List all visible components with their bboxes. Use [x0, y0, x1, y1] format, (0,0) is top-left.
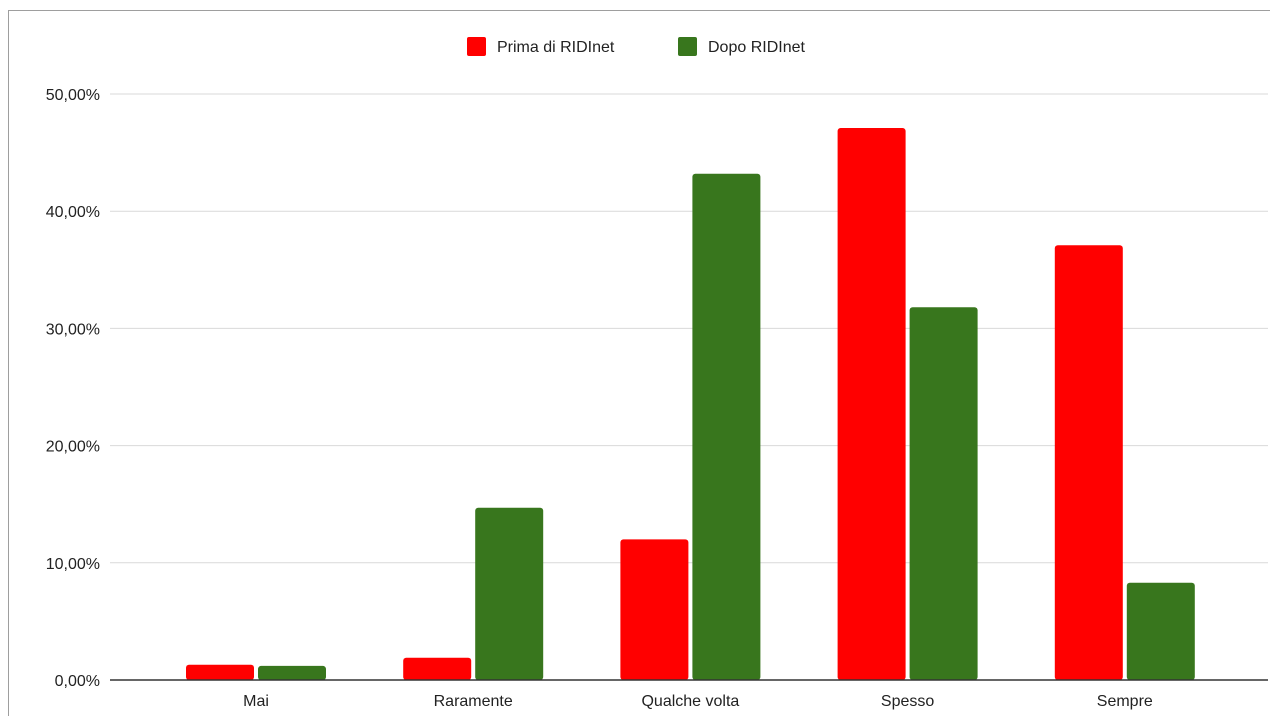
y-tick-label: 40,00% — [46, 204, 100, 221]
y-tick-label: 0,00% — [55, 673, 100, 690]
y-tick-label: 20,00% — [46, 439, 100, 456]
bars — [186, 127, 1195, 681]
y-tick-label: 10,00% — [46, 556, 100, 573]
bar-prima-3[interactable] — [837, 127, 906, 681]
bar-dopo-4[interactable] — [1126, 582, 1195, 680]
bar-prima-0[interactable] — [186, 664, 254, 680]
bar-prima-1[interactable] — [403, 657, 472, 680]
bar-prima-2[interactable] — [620, 539, 689, 680]
bar-dopo-3[interactable] — [909, 307, 978, 680]
legend[interactable]: Prima di RIDInet Dopo RIDInet — [467, 37, 805, 56]
bar-dopo-0[interactable] — [258, 665, 326, 680]
x-category-label: Raramente — [434, 693, 513, 710]
x-category-label: Mai — [243, 693, 269, 710]
bar-dopo-1[interactable] — [475, 507, 544, 680]
legend-label[interactable]: Dopo RIDInet — [708, 39, 805, 56]
x-category-label: Spesso — [881, 693, 934, 710]
x-category-label: Qualche volta — [641, 693, 739, 710]
y-tick-label: 50,00% — [46, 87, 100, 104]
chart-frame — [8, 10, 1270, 716]
bar-dopo-2[interactable] — [692, 173, 761, 681]
x-category-label: Sempre — [1097, 693, 1153, 710]
y-tick-label: 30,00% — [46, 321, 100, 338]
y-axis-ticks: 0,00% 10,00% 20,00% 30,00% 40,00% 50,00% — [46, 87, 100, 690]
x-axis-categories: Mai Raramente Qualche volta Spesso Sempre — [243, 693, 1153, 710]
legend-swatch — [678, 37, 697, 56]
legend-swatch — [467, 37, 486, 56]
bar-prima-4[interactable] — [1054, 245, 1123, 681]
legend-label[interactable]: Prima di RIDInet — [497, 39, 615, 56]
